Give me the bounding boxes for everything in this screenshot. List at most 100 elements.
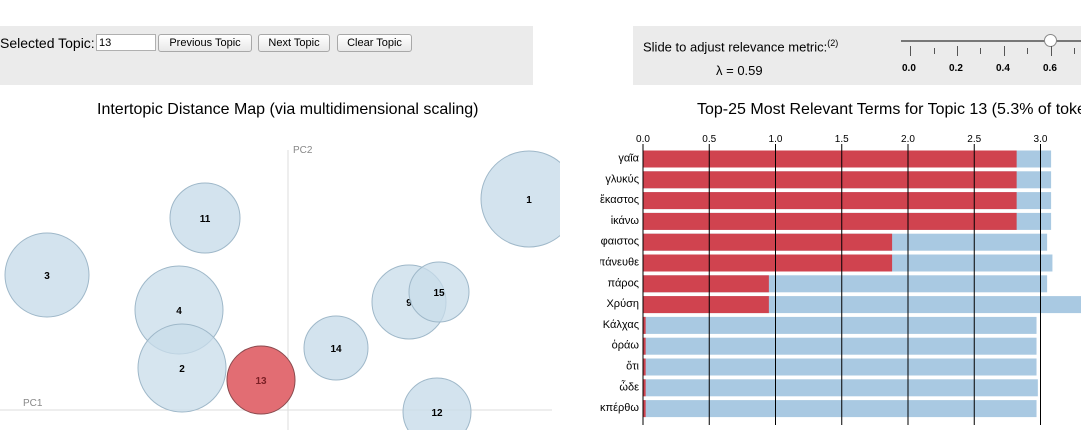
intertopic-distance-map: PC2 PC1 1 3 11 4 2 13 14 9 15 12	[0, 145, 560, 430]
x-tick-label: 2.5	[967, 134, 981, 145]
term-row[interactable]: ὁράω	[612, 337, 1037, 355]
slider-tick	[934, 48, 935, 54]
topic-circle-4[interactable]: 3	[4, 232, 90, 318]
term-row[interactable]: Χρύση	[606, 296, 1081, 314]
term-label: πάρος	[608, 277, 639, 289]
topic-frequency-bar	[643, 150, 1017, 168]
topic-circle-13[interactable]: 13	[226, 345, 296, 415]
slider-tick-label: 0.2	[949, 63, 963, 74]
topic-circle-11[interactable]: 11	[169, 182, 241, 254]
slider-tick-label: 0.0	[902, 63, 916, 74]
overall-frequency-bar	[643, 379, 1038, 397]
relevance-panel: Slide to adjust relevance metric:(2) λ =…	[633, 26, 1081, 85]
overall-frequency-bar	[643, 358, 1037, 376]
term-label: ἱκάνω	[611, 215, 640, 227]
topic-label: 12	[431, 408, 443, 419]
topic-label: 13	[255, 376, 267, 387]
term-label: ὧδε	[619, 380, 639, 393]
selected-topic-label: Selected Topic:	[0, 35, 95, 51]
topic-circle-14[interactable]: 14	[303, 315, 369, 381]
term-row[interactable]: γλυκύς	[605, 171, 1052, 189]
term-label: Χρύση	[606, 298, 639, 310]
topic-label: 3	[44, 271, 50, 282]
x-tick-label: 2.0	[901, 134, 915, 145]
relevance-slider-track[interactable]	[901, 40, 1081, 42]
topic-label: 14	[330, 344, 342, 355]
topic-label: 15	[433, 288, 445, 299]
term-label: Ἥφαιστος	[600, 236, 639, 248]
next-topic-button[interactable]: Next Topic	[258, 34, 330, 52]
topic-label: 4	[176, 306, 182, 317]
topic-circle-2[interactable]: 2	[137, 323, 227, 413]
topic-circle-12[interactable]: 12	[402, 377, 472, 430]
topic-label: 9	[406, 298, 412, 309]
selected-topic-input[interactable]	[96, 34, 156, 51]
topic-label: 11	[200, 214, 211, 225]
topic-circle-15[interactable]: 15	[408, 261, 470, 323]
bar-rows: γαῖα γλυκύς ἕκαστος ἱκάνω Ἥφαιστος ἀπάνευθε πά…	[600, 150, 1081, 418]
bar-gridlines	[642, 149, 1041, 425]
topic-label: 2	[179, 364, 185, 375]
topic-frequency-bar	[643, 192, 1017, 210]
topic-frequency-bar	[643, 379, 646, 397]
term-row[interactable]: Ἥφαιστος	[600, 233, 1048, 251]
relevance-label: Slide to adjust relevance metric:(2)	[643, 38, 838, 54]
term-label: ἕκαστος	[600, 194, 639, 206]
topic-frequency-bar	[643, 275, 769, 293]
overall-frequency-bar	[643, 400, 1037, 418]
x-tick-label: 1.0	[769, 134, 783, 145]
term-label: ὅτι	[626, 361, 639, 373]
x-tick-label: 1.5	[835, 134, 849, 145]
previous-topic-button[interactable]: Previous Topic	[158, 34, 252, 52]
intertopic-map-title: Intertopic Distance Map (via multidimens…	[97, 101, 479, 118]
relevance-label-text: Slide to adjust relevance metric:	[643, 39, 828, 55]
clear-topic-button[interactable]: Clear Topic	[337, 34, 412, 52]
term-row[interactable]: ὧδε	[619, 379, 1038, 397]
topic-frequency-bar	[643, 400, 646, 418]
relevant-terms-title: Top-25 Most Relevant Terms for Topic 13 …	[697, 101, 1081, 118]
slider-tick	[1051, 46, 1052, 56]
relevant-terms-chart: 0.0 0.5 1.0 1.5 2.0 2.5 3.0 γαῖα γλυκύς ἕκαστος ἱ…	[600, 134, 1081, 425]
topic-frequency-bar	[643, 316, 646, 334]
slider-tick-label: 0.6	[1043, 63, 1057, 74]
pc2-axis-label: PC2	[293, 145, 313, 156]
pc1-axis-label: PC1	[23, 398, 43, 409]
topic-selection-panel: Selected Topic: Previous Topic Next Topi…	[0, 26, 533, 85]
overall-frequency-bar	[643, 337, 1037, 355]
term-row[interactable]: Κάλχας	[603, 316, 1037, 334]
term-row[interactable]: ἕκαστος	[600, 192, 1052, 210]
x-tick-label: 3.0	[1034, 134, 1048, 145]
relevance-footnote: (2)	[827, 38, 839, 48]
slider-tick	[957, 46, 958, 56]
slider-tick	[1004, 46, 1005, 56]
bar-x-axis: 0.0 0.5 1.0 1.5 2.0 2.5 3.0	[636, 134, 1048, 149]
term-label: ἀπάνευθε	[600, 257, 639, 269]
topic-label: 1	[526, 195, 532, 206]
lambda-value: λ = 0.59	[716, 63, 763, 78]
term-row[interactable]: ὅτι	[626, 358, 1037, 376]
term-label: Κάλχας	[603, 319, 639, 331]
term-label: γλυκύς	[605, 173, 639, 185]
topic-frequency-bar	[643, 337, 646, 355]
term-row[interactable]: πάρος	[608, 275, 1048, 293]
term-row[interactable]: ἀπάνευθε	[600, 254, 1053, 272]
slider-tick	[1027, 48, 1028, 54]
topic-circle-1[interactable]: 1	[480, 150, 560, 248]
topic-frequency-bar	[643, 296, 769, 314]
overall-frequency-bar	[643, 316, 1037, 334]
term-label: ὁράω	[612, 340, 640, 352]
slider-tick	[1074, 48, 1075, 54]
topic-frequency-bar	[643, 254, 893, 272]
x-tick-label: 0.0	[636, 134, 650, 145]
topic-frequency-bar	[643, 233, 893, 251]
term-row[interactable]: ἱκάνω	[611, 212, 1052, 230]
slider-tick	[980, 48, 981, 54]
term-row[interactable]: ἐκπέρθω	[600, 400, 1037, 418]
x-tick-label: 0.5	[702, 134, 716, 145]
topic-frequency-bar	[643, 212, 1017, 230]
topic-frequency-bar	[643, 171, 1017, 189]
relevance-slider-thumb[interactable]	[1044, 34, 1057, 47]
topic-frequency-bar	[643, 358, 646, 376]
term-label: ἐκπέρθω	[600, 402, 639, 414]
term-row[interactable]: γαῖα	[618, 150, 1052, 168]
